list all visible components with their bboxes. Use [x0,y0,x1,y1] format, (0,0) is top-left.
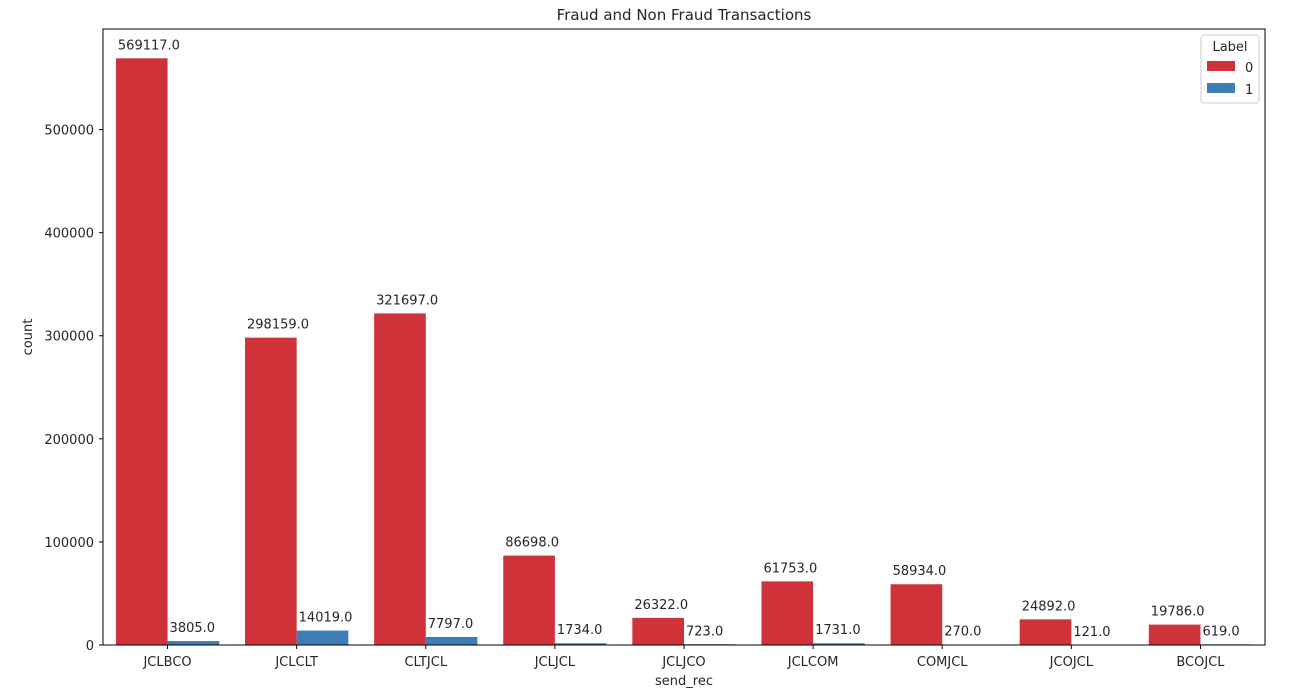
data-label-series-0-jcojcl: 24892.0 [1022,599,1076,614]
y-tick-label-400000: 400000 [44,227,94,242]
bar-series-1-jclcom [813,643,865,645]
bar-series-0-bcojcl [1148,624,1201,645]
data-label-series-1-jcljco: 723.0 [686,624,723,639]
chart-title: Fraud and Non Fraud Transactions [557,6,812,24]
legend: Label 0 1 [1200,34,1260,104]
bar-series-0-cltjcl [374,313,426,645]
x-tick-label-jcljcl: JCLJCL [534,655,576,670]
data-label-series-1-cltjcl: 7797.0 [428,617,474,632]
legend-label-1: 1 [1245,83,1253,98]
bar-series-0-jclclt [245,337,297,645]
x-tick-label-jcljco: JCLJCO [661,655,705,670]
x-tick-label-jcojcl: JCOJCL [1049,655,1094,670]
x-tick-label-comjcl: COMJCL [917,655,968,670]
bar-series-0-comjcl [890,584,943,645]
bar-series-0-jclbco [115,58,168,645]
bar-series-1-cltjcl [425,636,478,645]
bar-series-0-jcljco [632,617,684,645]
x-tick-label-jclclt: JCLCLT [274,655,318,670]
data-label-series-0-jcljcl: 86698.0 [505,536,559,551]
data-label-series-0-cltjcl: 321697.0 [376,293,438,308]
bar-series-0-jcljcl [503,555,555,645]
data-label-series-0-jclclt: 298159.0 [247,318,309,333]
data-label-series-0-jclcom: 61753.0 [763,561,817,576]
legend-swatch-1 [1207,83,1235,93]
y-axis-label: count [21,319,36,356]
data-label-series-0-jcljco: 26322.0 [634,598,688,613]
y-tick-label-200000: 200000 [44,433,94,448]
y-tick-label-500000: 500000 [44,124,94,139]
x-tick-label-bcojcl: BCOJCL [1176,655,1225,670]
bar-series-1-jcljcl [554,643,607,645]
bar-series-1-jclbco [167,641,220,645]
x-tick-label-cltjcl: CLTJCL [404,655,447,670]
x-tick-label-jclcom: JCLCOM [787,655,839,670]
data-label-series-0-comjcl: 58934.0 [893,564,947,579]
data-label-series-0-bcojcl: 19786.0 [1151,605,1205,620]
x-axis-label: send_rec [655,674,713,689]
data-label-series-1-bcojcl: 619.0 [1202,624,1239,639]
bar-series-0-jclcom [761,581,814,645]
data-label-series-1-jclclt: 14019.0 [299,611,353,626]
data-label-series-1-jclbco: 3805.0 [170,621,216,636]
data-label-series-1-jcljcl: 1734.0 [557,623,603,638]
data-label-series-1-comjcl: 270.0 [944,625,981,640]
legend-swatch-0 [1207,61,1235,71]
bar-series-1-jclclt [296,630,349,645]
x-tick-label-jclbco: JCLBCO [142,655,191,670]
bar-series-0-jcojcl [1019,619,1072,645]
plot-area: 569117.0 298159.0 321697.0 86698.0 26322.0 61… [44,28,1266,670]
legend-title: Label [1212,40,1247,55]
y-tick-label-100000: 100000 [44,536,94,551]
data-label-series-1-jclcom: 1731.0 [815,623,861,638]
y-tick-label-300000: 300000 [44,330,94,345]
legend-label-0: 0 [1245,61,1253,76]
data-label-series-1-jcojcl: 121.0 [1073,625,1110,640]
y-tick-label-0: 0 [86,639,94,654]
data-label-series-0-jclbco: 569117.0 [118,38,180,53]
